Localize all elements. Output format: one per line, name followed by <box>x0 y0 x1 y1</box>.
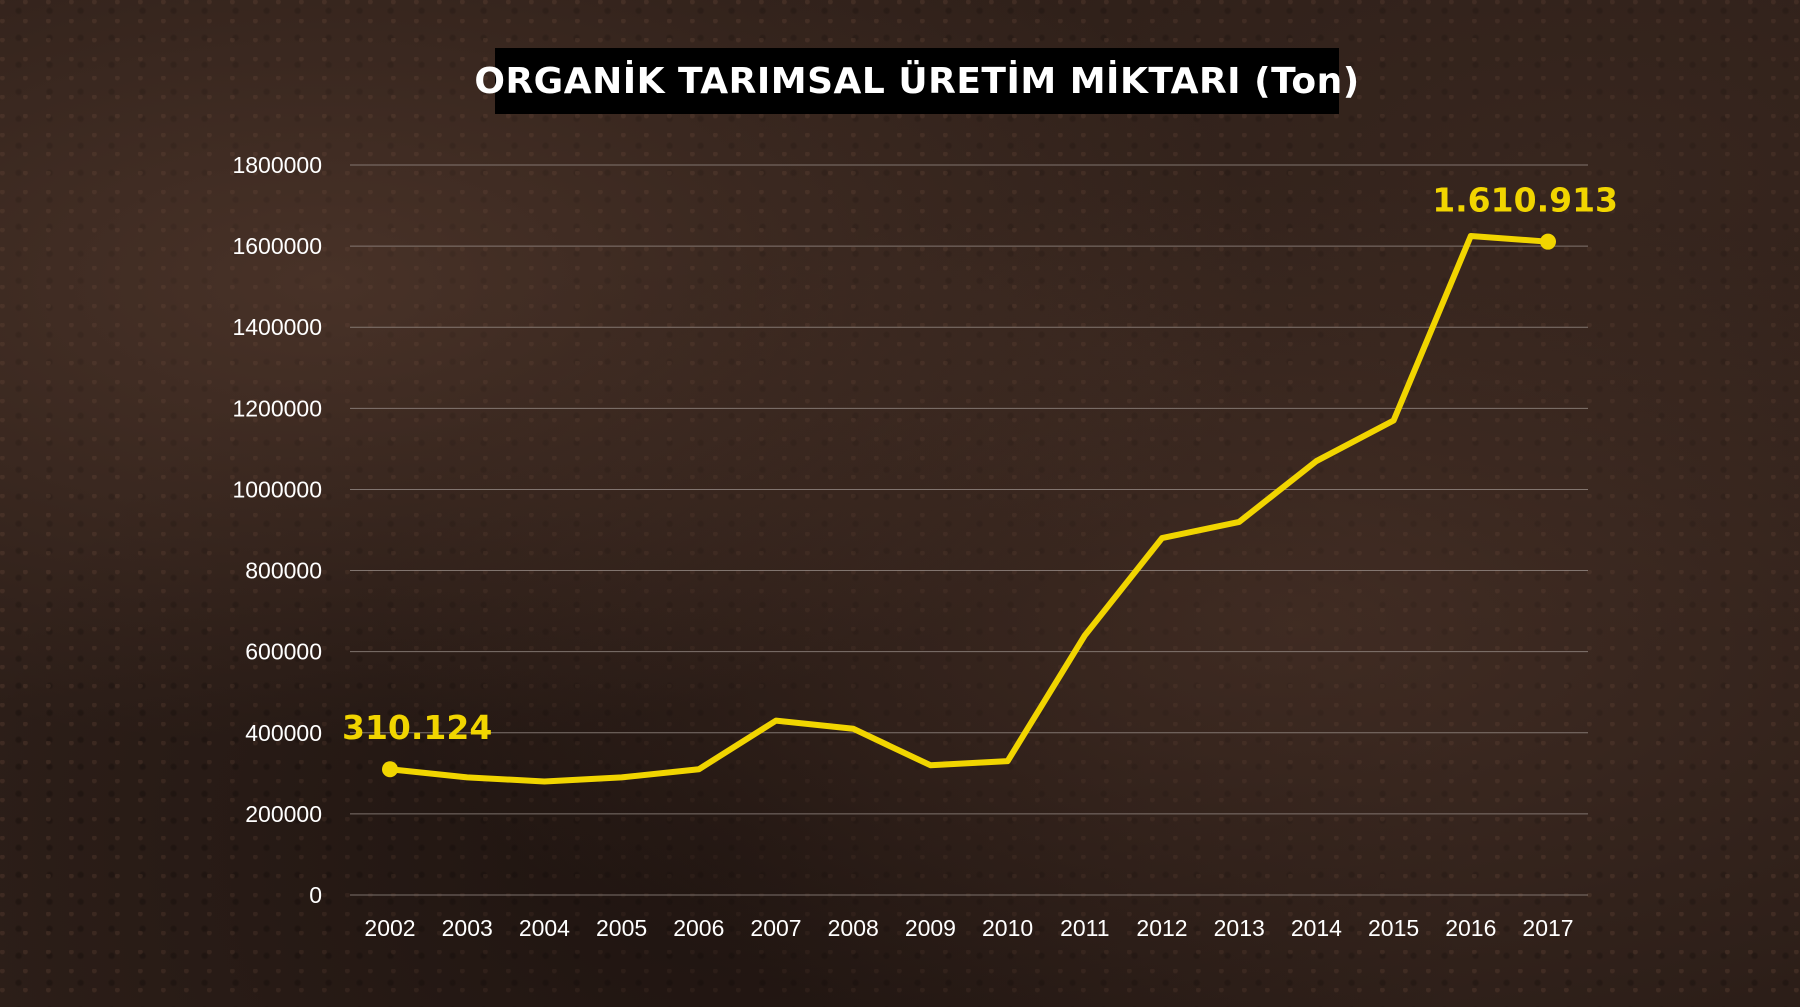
y-tick-label: 200000 <box>245 801 322 827</box>
x-tick-label: 2016 <box>1445 915 1496 941</box>
grid-lines <box>350 164 1588 896</box>
x-tick-label: 2008 <box>828 915 879 941</box>
x-tick-label: 2013 <box>1214 915 1265 941</box>
x-tick-label: 2017 <box>1522 915 1573 941</box>
x-tick-label: 2010 <box>982 915 1033 941</box>
series-production <box>382 232 1556 785</box>
x-tick-label: 2005 <box>596 915 647 941</box>
x-tick-label: 2007 <box>750 915 801 941</box>
x-tick-label: 2004 <box>519 915 570 941</box>
data-point <box>382 761 398 778</box>
x-tick-label: 2003 <box>442 915 493 941</box>
y-tick-label: 0 <box>309 882 322 908</box>
y-tick-label: 1200000 <box>232 395 322 421</box>
y-tick-label: 1800000 <box>232 152 322 178</box>
y-tick-label: 1600000 <box>232 233 322 259</box>
x-tick-label: 2011 <box>1060 915 1109 941</box>
y-tick-label: 800000 <box>245 558 322 584</box>
data-point <box>1540 233 1556 250</box>
x-tick-label: 2012 <box>1136 915 1187 941</box>
data-labels: 310.124 1.610.913 <box>342 181 1618 748</box>
x-tick-label: 2002 <box>364 915 415 941</box>
x-tick-label: 2009 <box>905 915 956 941</box>
y-tick-label: 1400000 <box>232 314 322 340</box>
chart-title-box: ORGANİK TARIMSAL ÜRETİM MİKTARI (Ton) <box>474 48 1359 114</box>
x-axis-ticks: 2002 2003 2004 2005 2006 2007 2008 2009 2010 2011… <box>364 915 1573 941</box>
data-label: 1.610.913 <box>1432 181 1618 220</box>
y-tick-label: 400000 <box>245 720 322 746</box>
data-label: 310.124 <box>342 708 492 747</box>
x-tick-label: 2015 <box>1368 915 1419 941</box>
y-axis-ticks: 0 200000 400000 600000 800000 1000000 1200000 1… <box>232 152 322 908</box>
series-line <box>387 232 1551 785</box>
x-tick-label: 2006 <box>673 915 724 941</box>
x-tick-label: 2014 <box>1291 915 1342 941</box>
chart-title: ORGANİK TARIMSAL ÜRETİM MİKTARI (Ton) <box>474 60 1360 102</box>
y-tick-label: 1000000 <box>232 476 322 502</box>
y-tick-label: 600000 <box>245 639 322 665</box>
